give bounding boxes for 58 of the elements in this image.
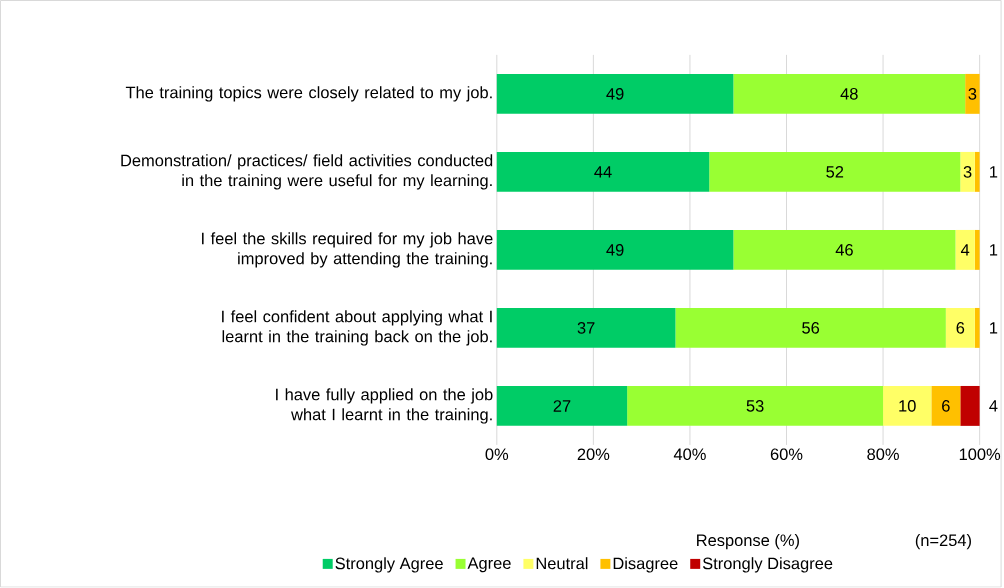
data-label: 6 [956, 322, 965, 334]
x-tick-label: 0% [485, 448, 509, 461]
y-tick-label: I feel confident about applying what I learnt in the training back on the job. [222, 310, 492, 346]
bar [974, 152, 980, 193]
data-label: 53 [746, 400, 764, 412]
x-tick-label: 20% [577, 448, 610, 461]
y-tick-label: I have fully applied on the job what I learnt in the training. [276, 388, 493, 424]
x-tick-label: 60% [770, 448, 803, 461]
y-tick-label: The training topics were closely related to my job. [125, 86, 492, 102]
bar [496, 74, 734, 115]
bar [960, 386, 980, 427]
data-label: 10 [899, 400, 916, 412]
bar [733, 74, 966, 115]
bar [955, 230, 975, 271]
data-label: 48 [840, 88, 858, 100]
data-label: 49 [606, 88, 624, 100]
data-label: 1 [990, 322, 998, 334]
bar [733, 230, 956, 271]
bar [974, 308, 980, 349]
data-label: 46 [835, 244, 853, 256]
data-label: 1 [990, 166, 998, 178]
bar [974, 230, 980, 271]
x-tick-label: 100% [959, 448, 1001, 461]
bar [496, 152, 710, 193]
data-label: 49 [606, 244, 624, 256]
legend-label: Strongly Agree [335, 557, 443, 573]
data-label: 6 [942, 400, 950, 412]
bar [945, 308, 975, 349]
x-tick-label: 40% [673, 448, 706, 461]
bar [883, 386, 932, 427]
x-tick-label: 80% [867, 448, 899, 461]
bar [709, 152, 961, 193]
bar [931, 386, 961, 427]
legend-label: Neutral [536, 557, 588, 570]
bar [965, 74, 980, 115]
y-tick-label: Demonstration/ practices/ field activities conducted in the training were useful for my learning. [121, 154, 493, 190]
bar [496, 386, 628, 427]
data-label: 3 [963, 166, 972, 178]
bar [496, 308, 676, 349]
data-label: 37 [577, 322, 595, 334]
data-label: 4 [960, 244, 970, 256]
data-label: 4 [989, 400, 998, 412]
data-label: 3 [968, 88, 977, 100]
bar [675, 308, 946, 349]
legend-label: Agree [467, 557, 511, 573]
data-label: 44 [594, 166, 612, 178]
x-axis-title: Response (%) [697, 534, 799, 550]
bar [496, 230, 734, 271]
bar [627, 386, 884, 427]
text: (n=254) [915, 534, 971, 550]
y-tick-label: I feel the skills required for my job have improved by attending the training. [202, 232, 493, 268]
legend-label: Disagree [613, 557, 678, 573]
data-label: 56 [802, 322, 820, 334]
bar [960, 152, 975, 193]
legend-label: Strongly Disagree [702, 557, 833, 573]
data-label: 1 [990, 244, 998, 256]
data-label: 27 [553, 400, 571, 412]
data-label: 52 [826, 166, 844, 178]
